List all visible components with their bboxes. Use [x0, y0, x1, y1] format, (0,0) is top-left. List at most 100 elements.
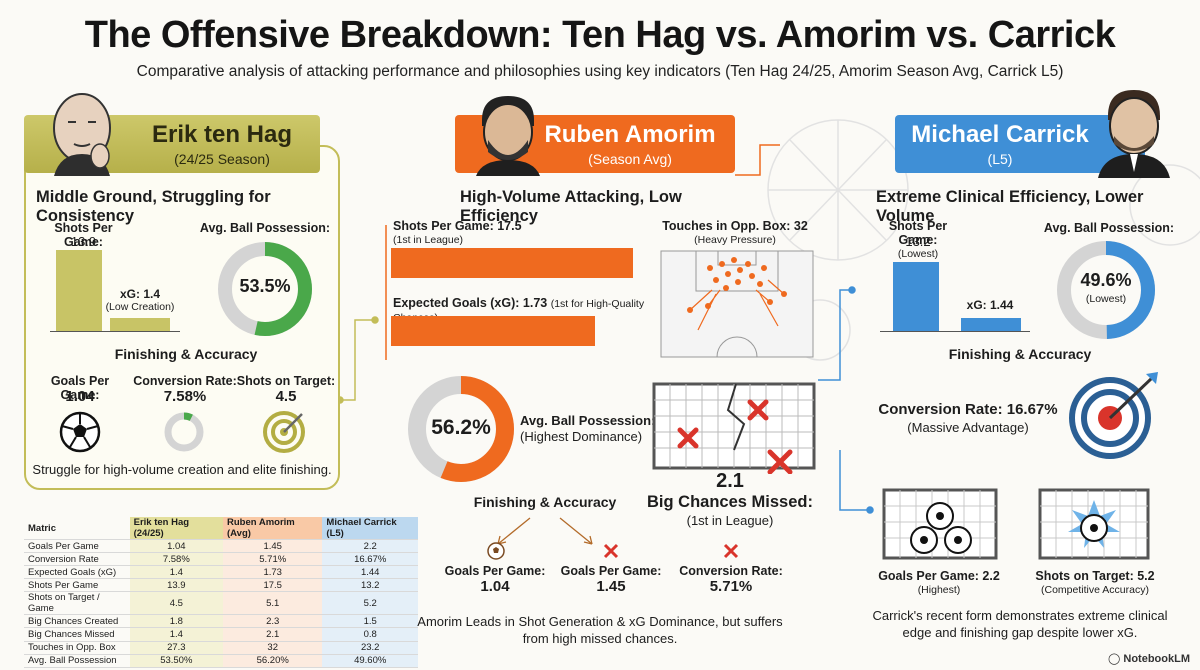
ten-hag-period: (24/25 Season) — [174, 151, 270, 167]
ten-hag-xg-label: xG: 1.4 — [119, 287, 161, 301]
amorim-hag-goals-label: Goals Per Game: — [444, 564, 546, 578]
table-value-cell: 0.8 — [322, 627, 418, 642]
carrick-banner: Michael Carrick (L5) — [895, 115, 1145, 173]
table-metric-cell: Shots Per Game — [24, 578, 130, 593]
notebooklm-logo: ◯ NotebookLM — [1108, 652, 1190, 665]
comparison-table: Matric Erik ten Hag (24/25) Ruben Amorim… — [24, 517, 418, 668]
carrick-xg-label: xG: 1.44 — [966, 298, 1014, 312]
amorim-possession-donut — [408, 376, 514, 482]
carrick-shots-on-target-icon — [1038, 488, 1150, 560]
ten-hag-possession-label: Avg. Ball Possession: — [199, 221, 331, 235]
amorim-goals-value: 1.45 — [596, 578, 626, 595]
table-value-cell: 1.4 — [129, 627, 224, 642]
amorim-shots-note: (1st in League) — [393, 234, 464, 246]
table-row: Expected Goals (xG) 1.4 1.73 1.44 — [24, 565, 418, 580]
table-header: Michael Carrick (L5) — [322, 517, 418, 540]
carrick-shots-value: 13.2 — [905, 234, 931, 249]
table-value-cell: 7.58% — [129, 552, 224, 567]
page-title: The Offensive Breakdown: Ten Hag vs. Amo… — [84, 14, 1116, 56]
brand-label: NotebookLM — [1123, 653, 1190, 665]
table-value-cell: 1.44 — [322, 565, 418, 580]
carrick-headline: Extreme Clinical Efficiency, Lower Volum… — [876, 188, 1144, 225]
amorim-box-diagram — [660, 250, 814, 358]
table-value-cell: 1.4 — [129, 565, 224, 580]
carrick-possession-note: (Lowest) — [1085, 293, 1127, 305]
notebooklm-icon: ◯ — [1108, 653, 1121, 665]
ten-hag-shots-label: Shots Per Game: — [54, 221, 113, 249]
ten-hag-name: Erik ten Hag — [151, 121, 293, 148]
amorim-shots-label: Shots Per Game: 17.5 — [393, 219, 522, 233]
amorim-touches-label: Touches in Opp. Box: 32 — [662, 219, 808, 233]
table-value-cell: 32 — [223, 641, 323, 655]
amorim-name: Ruben Amorim — [544, 121, 716, 148]
table-row: Shots Per Game 13.9 17.5 13.2 — [24, 578, 418, 593]
table-value-cell: 16.67% — [322, 552, 418, 567]
ten-hag-sot-value: 4.5 — [275, 388, 297, 405]
table-row: Big Chances Missed 1.4 2.1 0.8 — [24, 627, 418, 642]
table-value-cell: 5.71% — [223, 552, 323, 567]
amorim-big-missed-label: Big Chances Missed: — [647, 493, 813, 511]
table-value-cell: 4.5 — [129, 591, 224, 616]
ten-hag-summary: Struggle for high-volume creation and el… — [32, 462, 332, 477]
ten-hag-possession-donut — [218, 242, 312, 336]
carrick-sot-note: (Competitive Accuracy) — [1041, 584, 1149, 596]
soccer-ball-icon — [487, 542, 505, 560]
ten-hag-possession-value: 53.5% — [239, 276, 291, 296]
background-ball-icon — [767, 119, 1200, 361]
ten-hag-portrait-icon — [53, 93, 111, 176]
ten-hag-xg-note: (Low Creation) — [105, 301, 175, 313]
ten-hag-sot-label: Shots on Target: — [236, 374, 336, 388]
carrick-possession-donut — [1057, 241, 1155, 339]
amorim-conversion-label: Conversion Rate: — [679, 564, 783, 578]
carrick-period: (L5) — [987, 151, 1013, 167]
ten-hag-goals-value: 1.04 — [65, 388, 95, 405]
table-row: Avg. Ball Possession 53.50% 56.20% 49.60% — [24, 654, 418, 668]
table-metric-cell: Expected Goals (xG) — [24, 565, 130, 580]
carrick-conversion-label: Conversion Rate: 16.67% — [878, 401, 1058, 418]
amorim-big-missed-note: (1st in League) — [686, 513, 774, 528]
table-value-cell: 2.1 — [223, 627, 323, 642]
carrick-name: Michael Carrick — [911, 121, 1089, 148]
ten-hag-shots-value: 13.9 — [70, 234, 97, 249]
ten-hag-conversion-ring — [164, 412, 204, 452]
table-row: Goals Per Game 1.04 1.45 2.2 — [24, 539, 418, 554]
amorim-goals-label: Goals Per Game: — [560, 564, 662, 578]
table-value-cell: 5.1 — [223, 591, 323, 616]
amorim-headline: High-Volume Attacking, Low Efficiency — [460, 188, 682, 225]
table-value-cell: 1.45 — [223, 539, 323, 554]
carrick-summary-2: edge and finishing gap despite lower xG. — [902, 625, 1138, 640]
table-metric-cell: Shots on Target / Game — [24, 591, 130, 616]
amorim-xg-bar — [391, 316, 596, 346]
table-header: Ruben Amorim (Avg) — [223, 517, 323, 540]
table-metric-cell: Touches in Opp. Box — [24, 641, 130, 655]
carrick-shots-note: (Lowest) — [897, 248, 939, 260]
amorim-finishing-title: Finishing & Accuracy — [473, 494, 617, 510]
table-row: Shots on Target / Game 4.5 5.1 5.2 — [24, 591, 418, 616]
table-value-cell: 1.8 — [129, 614, 224, 629]
table-metric-cell: Avg. Ball Possession — [24, 654, 130, 668]
table-value-cell: 13.9 — [129, 578, 224, 593]
amorim-xg-label: Expected Goals (xG): 1.73 — [393, 296, 548, 310]
carrick-possession-label: Avg. Ball Possession: — [1043, 221, 1175, 235]
amorim-hag-goals-value: 1.04 — [480, 578, 510, 595]
table-metric-cell: Big Chances Created — [24, 614, 130, 629]
ten-hag-soccer-ball-icon — [59, 411, 101, 453]
carrick-target-icon — [1069, 372, 1158, 459]
amorim-big-missed-value: 2.1 — [716, 470, 744, 492]
table-value-cell: 5.2 — [322, 591, 418, 616]
miss-cross-icon — [723, 543, 739, 559]
table-value-cell: 27.3 — [129, 641, 224, 655]
table-value-cell: 17.5 — [223, 578, 323, 593]
table-row: Big Chances Created 1.8 2.3 1.5 — [24, 614, 418, 629]
table-value-cell: 53.50% — [129, 654, 224, 668]
carrick-sot-label: Shots on Target: 5.2 — [1035, 569, 1155, 583]
table-header: Erik ten Hag (24/25) — [129, 517, 224, 540]
amorim-possession-note: (Highest Dominance) — [520, 429, 643, 444]
amorim-finishing-arrows — [497, 517, 593, 545]
table-value-cell: 1.73 — [223, 565, 323, 580]
carrick-possession-value: 49.6% — [1080, 270, 1132, 290]
amorim-touches-note: (Heavy Pressure) — [694, 234, 776, 246]
table-value-cell: 2.3 — [223, 614, 323, 629]
amorim-conversion-value: 5.71% — [709, 578, 753, 595]
amorim-goal-net-icon — [652, 382, 816, 474]
